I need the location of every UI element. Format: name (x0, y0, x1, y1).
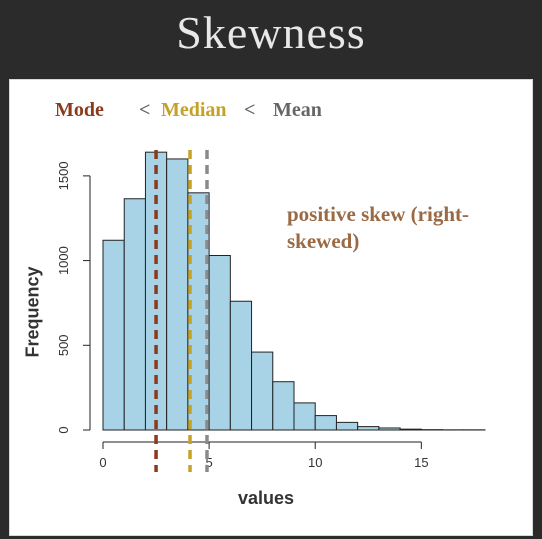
chart-panel: 0 5 10 15 0 500 1000 1500 Mode < Median < Mean… (9, 79, 533, 536)
legend-separator: < (244, 99, 256, 121)
histogram-bar (166, 158, 189, 431)
histogram-bar (399, 428, 422, 431)
histogram-chart: 0 5 10 15 0 500 1000 1500 (56, 150, 486, 472)
histogram-bar (293, 402, 316, 431)
histogram-bar (229, 300, 253, 431)
y-tick-label: 500 (56, 334, 71, 356)
legend-median: Median (161, 99, 227, 121)
legend-separator: < (139, 99, 151, 121)
x-tick-label: 15 (414, 455, 428, 470)
y-axis: 0 500 1000 1500 (56, 161, 91, 434)
histogram-bars (102, 151, 486, 431)
x-tick-label: 10 (308, 455, 322, 470)
y-tick-label: 1500 (56, 161, 71, 190)
legend-mode: Mode (55, 99, 104, 121)
x-tick-label: 0 (99, 455, 106, 470)
histogram-bar (335, 421, 359, 431)
histogram-bar (208, 255, 231, 431)
reference-lines (154, 150, 209, 472)
histogram-bar (102, 239, 125, 431)
histogram-bar (272, 381, 295, 431)
y-axis-label: Frequency (22, 266, 43, 358)
histogram-bar (378, 427, 401, 431)
histogram-bar (314, 415, 337, 431)
y-tick-label: 0 (56, 426, 71, 433)
x-axis-label: values (238, 488, 295, 508)
histogram-bar (251, 351, 274, 431)
histogram-bar (123, 198, 146, 431)
histogram-bar (357, 426, 380, 431)
y-tick-label: 1000 (56, 246, 71, 275)
skew-annotation: positive skew (right-skewed) (287, 202, 469, 253)
page-title: Skewness (176, 7, 366, 58)
x-axis: 0 5 10 15 (99, 441, 429, 470)
x-tick-label: 5 (205, 455, 212, 470)
legend-mean: Mean (273, 99, 322, 121)
